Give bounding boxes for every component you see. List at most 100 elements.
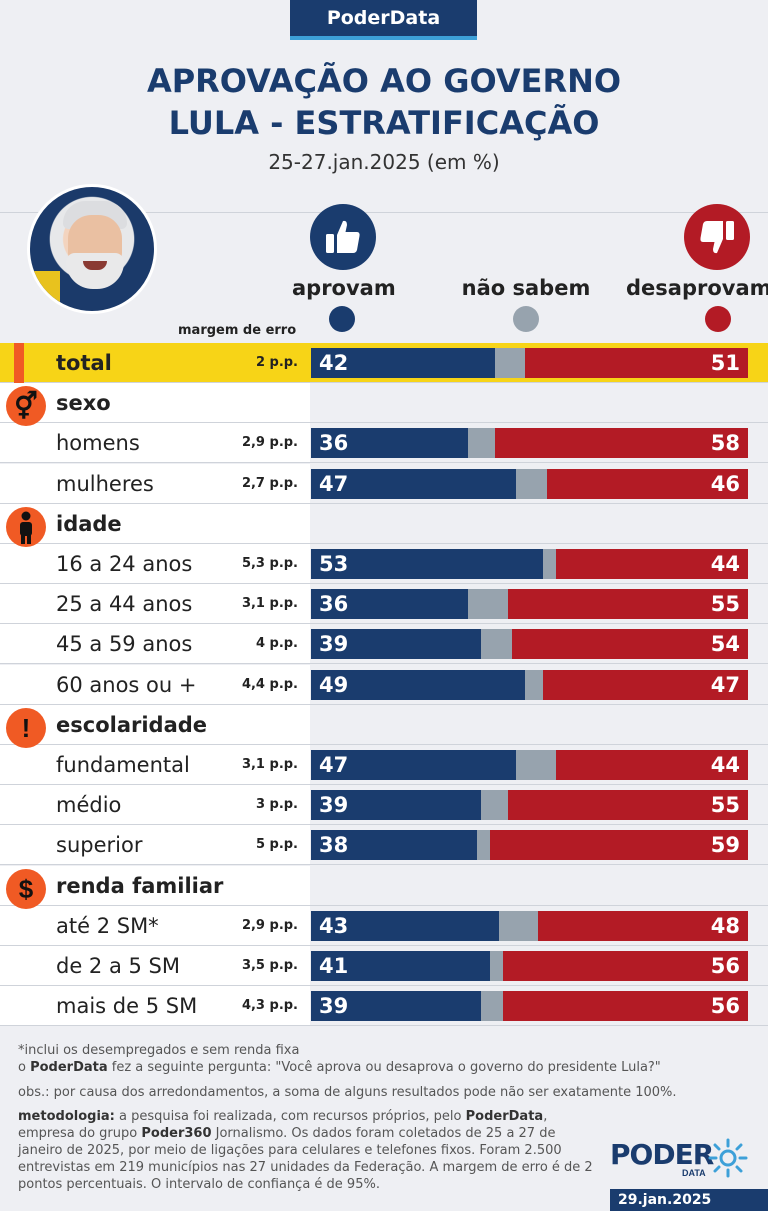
bar-approve: [311, 629, 482, 660]
dollar-icon: $: [6, 868, 46, 909]
table-row: 16 a 24 anos 5,3 p.p. 53 44: [0, 544, 768, 584]
chart-subtitle: 25-27.jan.2025 (em %): [268, 150, 500, 174]
section-header: idade: [0, 503, 768, 547]
approve-value-label: 49: [319, 672, 349, 697]
divider: [0, 212, 768, 213]
approve-value-label: 39: [319, 994, 349, 1019]
disapprove-value-label: 46: [710, 471, 740, 496]
legend-approve-label: aprovam: [292, 276, 396, 300]
approve-value-label: 36: [319, 592, 349, 617]
bar-disapprove: [538, 910, 748, 941]
row-label: escolaridade: [56, 712, 208, 737]
section-header: ! escolaridade: [0, 704, 768, 748]
legend-approve-dot: [329, 306, 355, 332]
row-label: mulheres: [56, 471, 154, 496]
margin-of-error: 3,1 p.p.: [241, 757, 298, 772]
row-label: renda familiar: [56, 873, 224, 898]
legend-unsure-label: não sabem: [461, 276, 591, 300]
bar-approve: [311, 750, 517, 780]
margin-of-error: 2 p.p.: [255, 355, 298, 370]
bar-approve: [311, 669, 526, 700]
bar-unsure: [498, 910, 539, 941]
row-label: 45 a 59 anos: [56, 632, 193, 657]
bar-disapprove: [507, 589, 748, 620]
approve-value-label: 53: [319, 552, 349, 576]
bar-disapprove: [494, 428, 748, 459]
bar-approve: [311, 589, 469, 620]
approve-value-label: 36: [319, 431, 349, 456]
row-label: superior: [56, 833, 143, 858]
bar-unsure: [481, 790, 508, 821]
row-label: médio: [56, 793, 122, 818]
bar-approve: [311, 549, 543, 579]
chart-title: APROVAÇÃO AO GOVERNO LULA - ESTRATIFICAÇ…: [0, 60, 768, 144]
row-label: homens: [56, 431, 140, 456]
row-label: 25 a 44 anos: [56, 592, 193, 617]
bar-unsure: [490, 951, 504, 981]
margin-of-error: 3,5 p.p.: [241, 958, 298, 973]
section-header: $ renda familiar: [0, 865, 768, 909]
disapprove-value-label: 56: [710, 954, 740, 978]
president-photo: [27, 184, 157, 314]
sun-icon: [708, 1138, 748, 1178]
disapprove-value-label: 58: [710, 431, 740, 456]
bar-unsure: [468, 589, 508, 620]
row-label: fundamental: [56, 753, 190, 777]
row-label: idade: [56, 511, 122, 536]
bar-disapprove: [542, 669, 748, 700]
row-label: sexo: [56, 391, 111, 416]
row-label: 16 a 24 anos: [56, 552, 193, 576]
row-label: de 2 a 5 SM: [56, 954, 180, 978]
bar-approve: [311, 910, 499, 941]
total-marker: [14, 343, 24, 383]
bar-disapprove: [546, 468, 748, 499]
bar-approve: [311, 830, 478, 861]
thumbs-up-icon: [310, 204, 376, 270]
disapprove-value-label: 56: [710, 994, 740, 1019]
table-row: mais de 5 SM 4,3 p.p. 39 56: [0, 986, 768, 1027]
bar-disapprove: [503, 951, 748, 981]
legend-disapprove-dot: [705, 306, 731, 332]
bar-approve: [311, 468, 517, 499]
bar-disapprove: [555, 549, 748, 579]
disapprove-value-label: 55: [710, 592, 740, 617]
bar-unsure: [468, 428, 495, 459]
bar-disapprove: [507, 790, 748, 821]
bar-unsure: [525, 669, 543, 700]
row-label: mais de 5 SM: [56, 994, 198, 1019]
footnote-question: o PoderData fez a seguinte pergunta: "Vo…: [18, 1060, 661, 1075]
approve-value-label: 38: [319, 833, 349, 858]
bar-unsure: [516, 750, 556, 780]
approve-value-label: 43: [319, 913, 349, 938]
bar-approve: [311, 348, 495, 378]
margin-of-error: 4 p.p.: [255, 636, 298, 652]
table-row: total 2 p.p. 42 51: [0, 343, 768, 383]
footnote-income: *inclui os desempregados e sem renda fix…: [18, 1043, 300, 1058]
legend-unsure-dot: [513, 306, 539, 332]
poder360-logo: PODER DATA: [610, 1138, 750, 1182]
bar-approve: [311, 951, 491, 981]
footnote-methodology: metodologia: a pesquisa foi realizada, c…: [18, 1109, 593, 1192]
table-row: superior 5 p.p. 38 59: [0, 825, 768, 866]
table-row: médio 3 p.p. 39 55: [0, 785, 768, 826]
approve-value-label: 47: [319, 471, 349, 496]
disapprove-value-label: 51: [710, 351, 740, 375]
row-label: 60 anos ou +: [56, 672, 197, 697]
margin-of-error: 2,9 p.p.: [241, 917, 298, 933]
approve-value-label: 39: [319, 632, 349, 657]
margin-of-error: 3,1 p.p.: [241, 596, 298, 612]
bar-disapprove: [512, 629, 748, 660]
table-row: mulheres 2,7 p.p. 47 46: [0, 463, 768, 504]
bar-unsure: [477, 830, 491, 861]
bar-disapprove: [490, 830, 748, 861]
table-row: fundamental 3,1 p.p. 47 44: [0, 745, 768, 785]
table-row: 25 a 44 anos 3,1 p.p. 36 55: [0, 584, 768, 625]
bar-unsure: [481, 629, 512, 660]
table-row: até 2 SM* 2,9 p.p. 43 48: [0, 905, 768, 946]
row-label: até 2 SM*: [56, 913, 159, 938]
exclamation-icon: !: [6, 707, 46, 748]
bar-unsure: [481, 991, 504, 1022]
margin-of-error-header: margem de erro: [178, 323, 297, 338]
margin-of-error: 2,9 p.p.: [241, 435, 298, 451]
bar-approve: [311, 790, 482, 821]
